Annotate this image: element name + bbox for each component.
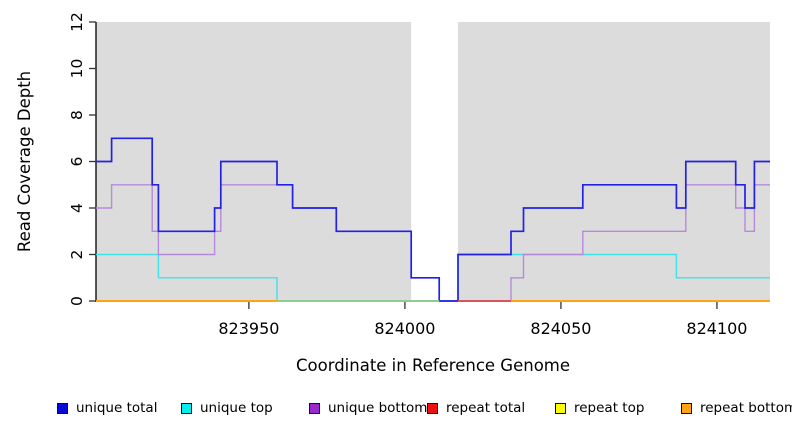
legend-swatch-repeat-top xyxy=(555,402,566,414)
y-tick-label: 10 xyxy=(68,59,86,79)
y-tick-label: 2 xyxy=(68,250,86,260)
legend-item-repeat-top: repeat top xyxy=(555,400,644,416)
legend-item-repeat-total: repeat total xyxy=(427,400,525,416)
legend-label: unique bottom xyxy=(328,400,428,416)
legend-swatch-unique-bottom xyxy=(309,402,320,414)
legend-swatch-repeat-bottom xyxy=(681,402,692,414)
legend-label: repeat top xyxy=(574,400,645,416)
legend-swatch-unique-total xyxy=(57,402,68,414)
y-tick-label: 6 xyxy=(68,157,86,167)
y-axis-label: Read Coverage Depth xyxy=(15,71,34,252)
masked-region xyxy=(411,22,458,301)
legend-label: unique total xyxy=(76,400,158,416)
y-tick-label: 0 xyxy=(68,296,86,306)
y-tick-label: 12 xyxy=(68,12,86,32)
legend-label: repeat bottom xyxy=(700,400,792,416)
legend-label: repeat total xyxy=(446,400,526,416)
x-tick-label: 823950 xyxy=(218,319,279,338)
legend-item-unique-top: unique top xyxy=(181,400,273,416)
y-tick-label: 4 xyxy=(68,203,86,213)
legend-item-unique-total: unique total xyxy=(57,400,157,416)
legend-item-unique-bottom: unique bottom xyxy=(309,400,427,416)
legend-swatch-repeat-total xyxy=(427,402,438,414)
x-tick-label: 824100 xyxy=(686,319,747,338)
series-line-unique-total xyxy=(96,137,770,302)
y-tick-label: 8 xyxy=(68,110,86,120)
x-tick-label: 824050 xyxy=(530,319,591,338)
legend-swatch-unique-top xyxy=(181,402,192,414)
x-tick-label: 824000 xyxy=(374,319,435,338)
x-axis-label: Coordinate in Reference Genome xyxy=(296,356,570,375)
legend-label: unique top xyxy=(200,400,273,416)
legend-item-repeat-bottom: repeat bottom xyxy=(681,400,792,416)
